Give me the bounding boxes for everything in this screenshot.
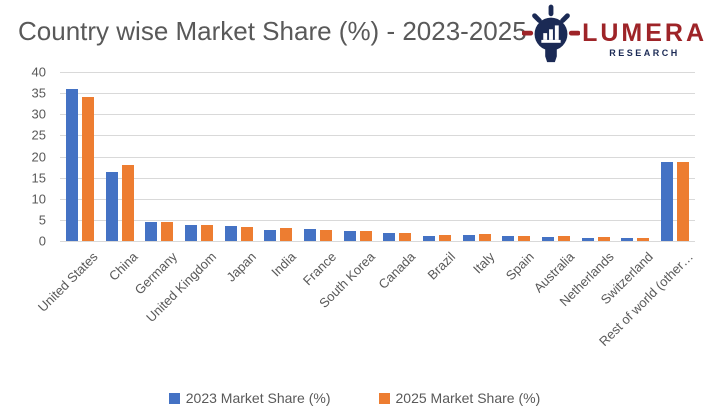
bar bbox=[383, 232, 396, 241]
lumera-logo: LUMERA RESEARCH bbox=[521, 4, 707, 75]
bar bbox=[677, 162, 690, 241]
gridline bbox=[60, 198, 695, 200]
legend-item-2023: 2023 Market Share (%) bbox=[168, 390, 331, 406]
category-slot bbox=[417, 72, 457, 241]
category-slot bbox=[258, 72, 298, 241]
bar bbox=[65, 88, 78, 241]
bar bbox=[240, 227, 253, 241]
bar bbox=[518, 235, 531, 241]
bar bbox=[637, 237, 650, 241]
y-axis: 0 5 10 15 20 25 30 35 40 bbox=[0, 65, 52, 249]
legend-label-2025: 2025 Market Share (%) bbox=[395, 390, 541, 406]
logo-subtitle: RESEARCH bbox=[609, 48, 680, 58]
logo-name: LUMERA bbox=[582, 19, 707, 47]
x-axis-label: Canada bbox=[375, 249, 418, 292]
y-tick-label: 40 bbox=[31, 64, 46, 80]
x-axis: United States China Germany United Kingdom J… bbox=[35, 243, 696, 378]
y-tick-label: 35 bbox=[31, 85, 46, 101]
gridline bbox=[60, 93, 695, 95]
bar bbox=[597, 237, 610, 241]
category-slot bbox=[100, 72, 140, 241]
bar bbox=[502, 235, 515, 241]
x-axis-label: United States bbox=[34, 249, 101, 315]
y-tick-label: 15 bbox=[31, 170, 46, 186]
x-axis-label: India bbox=[268, 249, 299, 280]
category-slot bbox=[179, 72, 219, 241]
bar bbox=[280, 227, 293, 241]
bar bbox=[542, 236, 555, 241]
legend: 2023 Market Share (%) 2025 Market Share … bbox=[0, 390, 709, 406]
y-tick-label: 25 bbox=[31, 127, 46, 143]
bar bbox=[161, 221, 174, 241]
chart-title: Country wise Market Share (%) - 2023-202… bbox=[18, 16, 527, 46]
category-slot bbox=[219, 72, 259, 241]
gridline bbox=[60, 177, 695, 179]
bar bbox=[462, 234, 475, 241]
category-slot bbox=[536, 72, 576, 241]
bar bbox=[121, 165, 134, 241]
bar bbox=[81, 97, 94, 241]
bar bbox=[200, 224, 213, 241]
x-axis-label: China bbox=[105, 249, 141, 284]
y-tick-label: 10 bbox=[31, 191, 46, 207]
bar bbox=[478, 234, 491, 241]
bar bbox=[319, 230, 332, 241]
bar bbox=[581, 237, 594, 241]
bar bbox=[558, 235, 571, 241]
bar bbox=[264, 230, 277, 241]
x-axis-label: Italy bbox=[469, 249, 498, 277]
category-slot bbox=[497, 72, 537, 241]
bar bbox=[303, 228, 316, 241]
bar bbox=[661, 162, 674, 241]
bar bbox=[145, 222, 158, 241]
category-slot bbox=[457, 72, 497, 241]
category-slot bbox=[60, 72, 100, 241]
y-tick-label: 0 bbox=[38, 233, 46, 249]
bar bbox=[621, 238, 634, 241]
category-slot bbox=[576, 72, 616, 241]
gridline bbox=[60, 114, 695, 116]
gridline bbox=[60, 156, 695, 158]
bar bbox=[224, 225, 237, 241]
bars bbox=[60, 72, 695, 241]
legend-item-2025: 2025 Market Share (%) bbox=[378, 390, 541, 406]
plot-area bbox=[60, 72, 695, 242]
gridline bbox=[60, 72, 695, 73]
logo-text: LUMERA RESEARCH bbox=[582, 19, 707, 59]
legend-swatch-2025-icon bbox=[378, 392, 390, 404]
category-slot bbox=[378, 72, 418, 241]
bar bbox=[423, 235, 436, 241]
category-slot bbox=[338, 72, 378, 241]
gridline bbox=[60, 219, 695, 221]
bar bbox=[359, 230, 372, 241]
gridline bbox=[60, 241, 695, 242]
y-tick-label: 20 bbox=[31, 149, 46, 164]
bar bbox=[184, 224, 197, 241]
category-slot bbox=[139, 72, 179, 241]
bar bbox=[343, 231, 356, 241]
lightbulb-icon bbox=[521, 4, 581, 75]
x-axis-label: Japan bbox=[223, 249, 260, 285]
y-tick-label: 5 bbox=[38, 212, 46, 228]
category-slot bbox=[298, 72, 338, 241]
category-slot bbox=[655, 72, 695, 241]
x-axis-label: Brazil bbox=[424, 249, 458, 283]
bar bbox=[399, 233, 412, 241]
gridline bbox=[60, 135, 695, 137]
category-slot bbox=[616, 72, 656, 241]
x-axis-label: United Kingdom bbox=[143, 249, 220, 326]
legend-label-2023: 2023 Market Share (%) bbox=[185, 390, 331, 406]
bar bbox=[439, 234, 452, 241]
bar bbox=[105, 171, 118, 241]
legend-swatch-2023-icon bbox=[168, 392, 180, 404]
y-tick-label: 30 bbox=[31, 106, 46, 122]
x-axis-label: Spain bbox=[502, 249, 538, 284]
